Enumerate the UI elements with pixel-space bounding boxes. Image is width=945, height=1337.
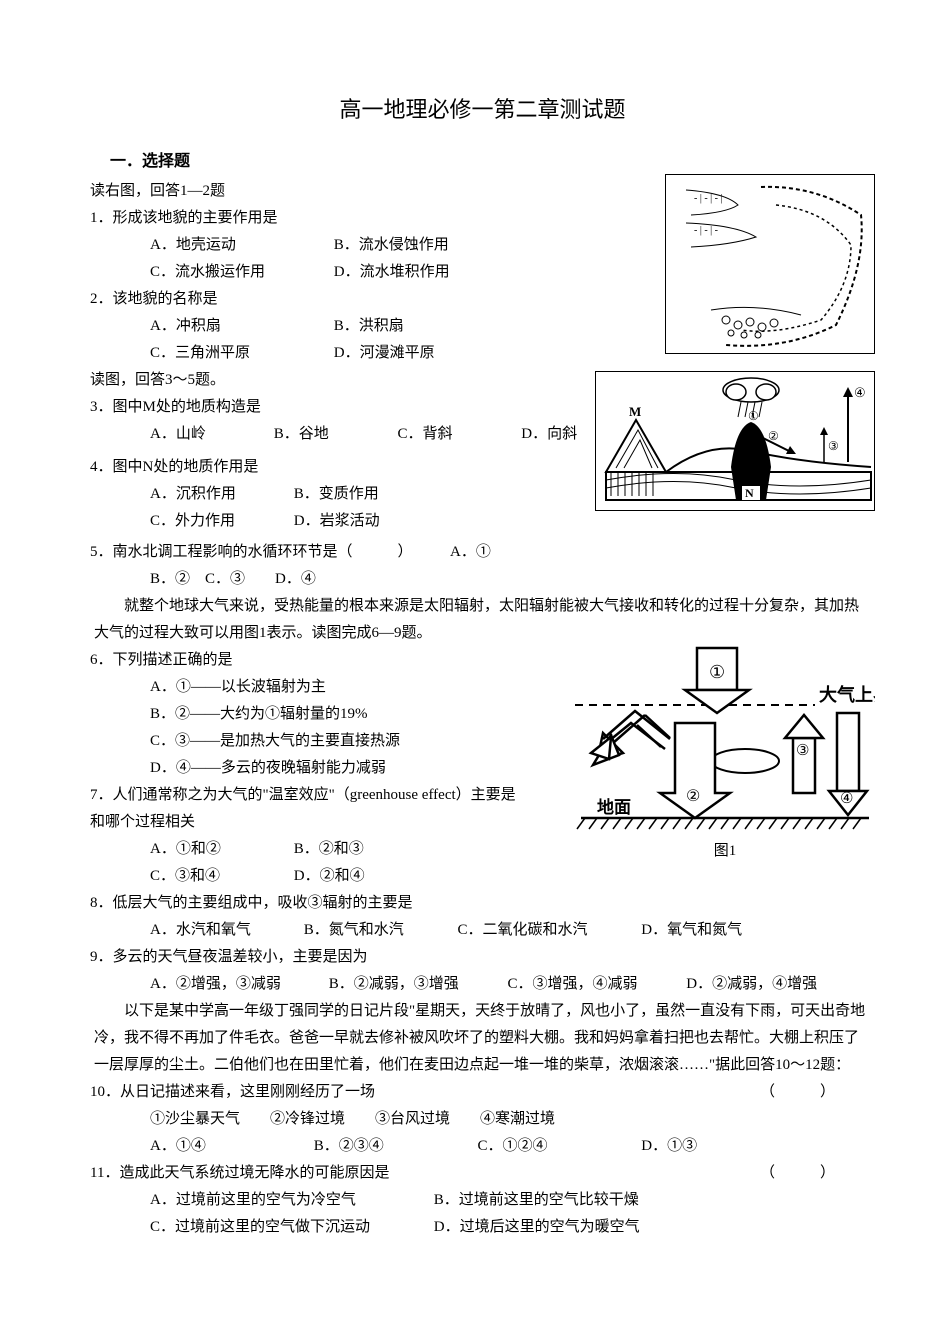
fig3-ground-label: 地面 [597, 797, 631, 817]
passage-2: 就整个地球大气来说，受热能量的根本来源是太阳辐射，太阳辐射能被大气接收和转化的过… [90, 593, 875, 647]
q7-opt-c: C．③和④ [150, 863, 290, 890]
q11-opt-a: A．过境前这里的空气为冷空气 [150, 1187, 430, 1214]
q10-opts: A．①④ B．②③④ C．①②④ D．①③ [90, 1133, 875, 1160]
q9-opt-d: D．②减弱，④增强 [686, 971, 817, 998]
passage-3: 以下是某中学高一年级丁强同学的日记片段"星期天，天终于放晴了，风也小了，虽然一直… [90, 998, 875, 1079]
q7-opt-b: B．②和③ [294, 836, 434, 863]
fig3-top-label: 大气上界 [819, 684, 875, 705]
q8-opt-c: C．二氧化碳和水汽 [458, 917, 638, 944]
fig2-N: N [745, 486, 754, 500]
q11-opts-row2: C．过境前这里的空气做下沉运动 D．过境后这里的空气为暖空气 [90, 1214, 875, 1241]
q7-opt-d: D．②和④ [294, 863, 365, 890]
svg-text:- | - | -: - | - | - [694, 225, 718, 236]
fig3-c2: ② [686, 788, 700, 805]
q11-opt-b: B．过境前这里的空气比较干燥 [434, 1192, 639, 1208]
q2-opt-d: D．河漫滩平原 [334, 340, 435, 367]
q5-stem: 5．南水北调工程影响的水循环环节是（ ） A．① [90, 539, 875, 566]
svg-text:- | - | - |: - | - | - | [694, 193, 723, 204]
q9-opts: A．②增强，③减弱 B．②减弱，③增强 C．③增强，④减弱 D．②减弱，④增强 [90, 971, 875, 998]
q10-stem-row: 10．从日记描述来看，这里刚刚经历了一场 （ ） [90, 1079, 875, 1106]
q8-opt-d: D．氧气和氮气 [641, 917, 742, 944]
fig3-c3: ③ [796, 743, 809, 759]
figure-3-wrap: ① ② ③ [575, 643, 875, 865]
page-title: 高一地理必修一第二章测试题 [90, 90, 875, 130]
figure-1: - | - | - | - | - | - [665, 174, 875, 354]
q8-opt-a: A．水汽和氧气 [150, 917, 300, 944]
q3-opt-b: B．谷地 [274, 421, 394, 448]
q2-opt-a: A．冲积扇 [150, 313, 330, 340]
q9-stem: 9．多云的天气昼夜温差较小，主要是因为 [90, 944, 875, 971]
fig2-M: M [629, 404, 641, 419]
figure-3: ① ② ③ [575, 643, 875, 838]
q3-opt-d: D．向斜 [521, 421, 577, 448]
q4-opt-b: B．变质作用 [294, 481, 379, 508]
q11-paren: （ ） [760, 1160, 835, 1187]
q11-opts-row1: A．过境前这里的空气为冷空气 B．过境前这里的空气比较干燥 [90, 1187, 875, 1214]
q2-opt-b: B．洪积扇 [334, 313, 404, 340]
q11-opt-d: D．过境后这里的空气为暖空气 [434, 1219, 640, 1235]
q10-items: ①沙尘暴天气 ②冷锋过境 ③台风过境 ④寒潮过境 [90, 1106, 875, 1133]
q11-stem: 11．造成此天气系统过境无降水的可能原因是 [90, 1165, 389, 1181]
q10-opt-c: C．①②④ [478, 1133, 638, 1160]
q4-opt-d: D．岩浆活动 [294, 508, 380, 535]
fig2-c1: ① [748, 409, 759, 423]
q4-opts-row2: C．外力作用 D．岩浆活动 [90, 508, 875, 535]
figure-2: ① ② ④ ③ M N [595, 371, 875, 511]
q11-stem-row: 11．造成此天气系统过境无降水的可能原因是 （ ） [90, 1160, 875, 1187]
q10-opt-a: A．①④ [150, 1133, 310, 1160]
q1-opt-c: C．流水搬运作用 [150, 259, 330, 286]
q8-stem: 8．低层大气的主要组成中，吸收③辐射的主要是 [90, 890, 875, 917]
q7-opt-a: A．①和② [150, 836, 290, 863]
q5-opts: B．② C．③ D．④ [90, 566, 875, 593]
q9-opt-a: A．②增强，③减弱 [150, 971, 325, 998]
q3-opt-a: A．山岭 [150, 421, 270, 448]
fig3-c1: ① [709, 662, 725, 682]
q4-opt-c: C．外力作用 [150, 508, 290, 535]
section-heading: 一．选择题 [110, 148, 875, 177]
q10-paren: （ ） [760, 1079, 835, 1106]
q3-opt-c: C．背斜 [398, 421, 518, 448]
q8-opts: A．水汽和氧气 B．氮气和水汽 C．二氧化碳和水汽 D．氧气和氮气 [90, 917, 875, 944]
fig2-c4: ④ [854, 385, 866, 400]
q10-stem: 10．从日记描述来看，这里刚刚经历了一场 [90, 1084, 375, 1100]
q10-opt-b: B．②③④ [314, 1133, 474, 1160]
q2-opt-c: C．三角洲平原 [150, 340, 330, 367]
q1-opt-b: B．流水侵蚀作用 [334, 232, 449, 259]
q11-opt-c: C．过境前这里的空气做下沉运动 [150, 1214, 430, 1241]
q4-opt-a: A．沉积作用 [150, 481, 290, 508]
figure-3-caption: 图1 [575, 838, 875, 865]
fig2-c3: ③ [828, 439, 839, 453]
q1-opt-d: D．流水堆积作用 [334, 259, 450, 286]
q10-opt-d: D．①③ [641, 1138, 697, 1154]
q1-opt-a: A．地壳运动 [150, 232, 330, 259]
q8-opt-b: B．氮气和水汽 [304, 917, 454, 944]
q9-opt-b: B．②减弱，③增强 [329, 971, 504, 998]
q9-opt-c: C．③增强，④减弱 [508, 971, 683, 998]
fig3-c4: ④ [840, 791, 853, 807]
